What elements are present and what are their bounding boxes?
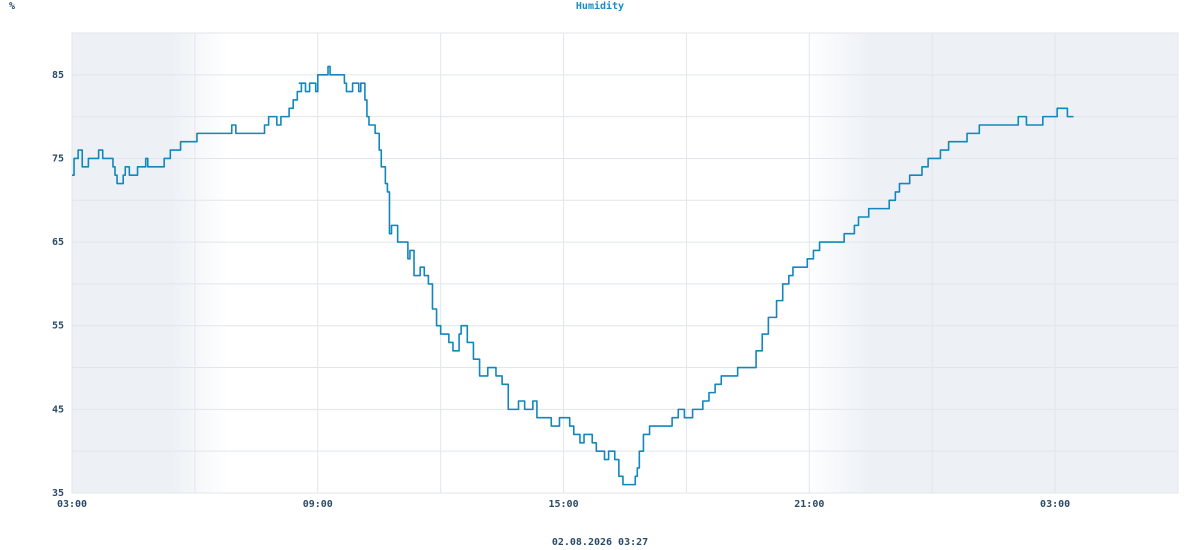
footer-timestamp: 02.08.2026 03:27 xyxy=(552,537,648,548)
x-tick-label: 03:00 xyxy=(57,499,87,510)
plot-frame xyxy=(71,32,1179,494)
ticks: 35 45 55 65 75 85 03:00 09:00 15:00 21:00 03:00 xyxy=(52,70,1070,510)
y-tick-label: 75 xyxy=(52,153,64,164)
plot xyxy=(72,65,1074,486)
x-tick-label: 21:00 xyxy=(794,499,824,510)
dusk-band xyxy=(805,33,870,493)
dawn-band xyxy=(172,33,227,493)
data-line xyxy=(72,65,1074,486)
y-tick-label: 45 xyxy=(52,404,64,415)
x-tick-label: 15:00 xyxy=(549,499,579,510)
x-tick-label: 09:00 xyxy=(303,499,333,510)
y-tick-label: 35 xyxy=(52,488,64,499)
night-band xyxy=(870,33,1178,493)
chart-title: Humidity xyxy=(576,0,624,12)
night-band xyxy=(72,33,172,493)
y-tick-label: 55 xyxy=(52,321,64,332)
night-shading xyxy=(72,33,1178,493)
x-tick-label: 03:00 xyxy=(1040,499,1070,510)
y-tick-label: 85 xyxy=(52,70,64,81)
y-axis-label: % xyxy=(9,1,15,12)
y-tick-label: 65 xyxy=(52,237,64,248)
